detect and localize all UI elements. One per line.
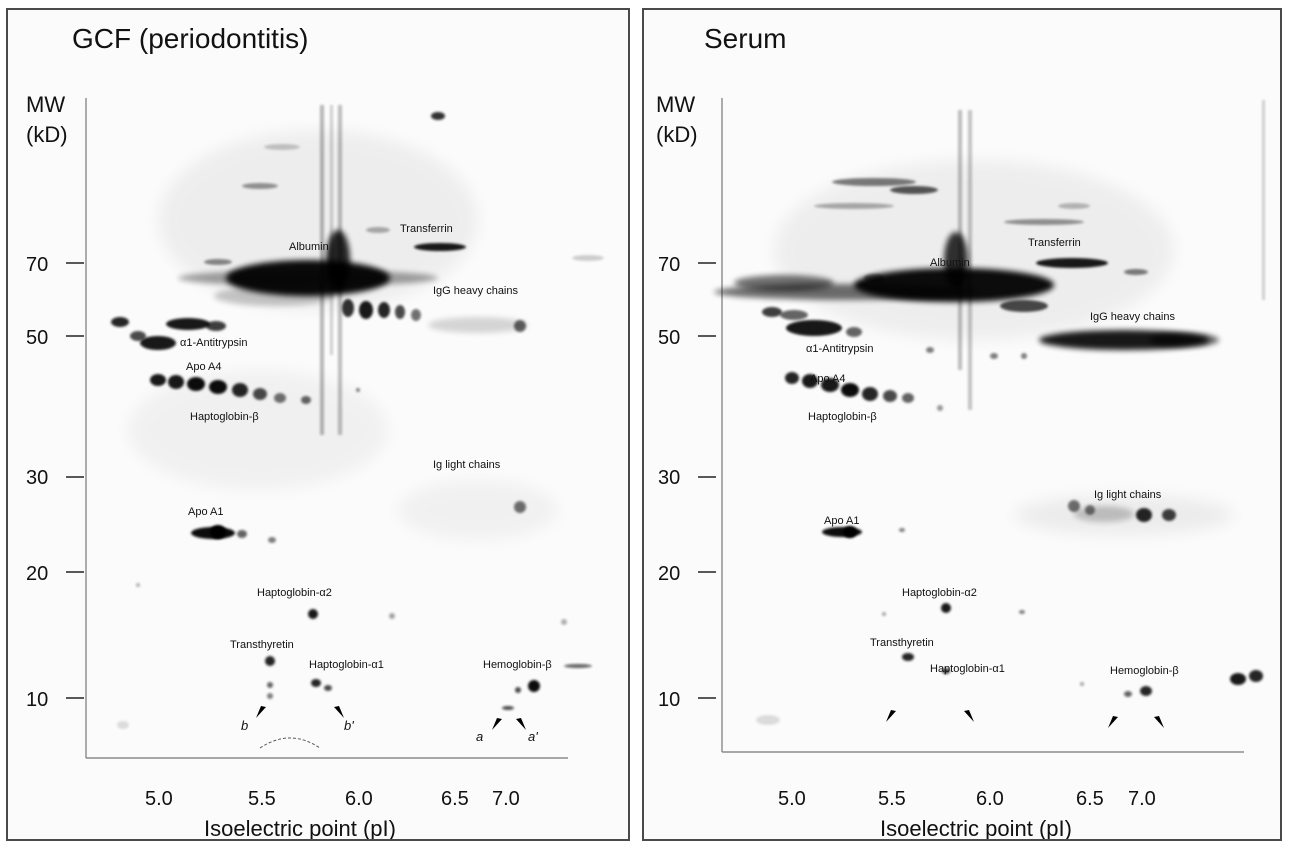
label-transferrin: Transferrin xyxy=(400,223,453,235)
serum-gel-panel: Serum MW (kD) 70 50 30 20 10 5.0 5.5 6.0 xyxy=(642,8,1282,841)
pi-tick-6-0: 6.0 xyxy=(976,788,1004,810)
mw-tick-70: 70 xyxy=(26,254,48,276)
arrow-a-icon xyxy=(1108,716,1118,728)
label-arrow-a-prime: a' xyxy=(528,729,538,744)
pi-tick-7-0: 7.0 xyxy=(492,788,520,810)
mw-ticks: 70 50 30 20 10 xyxy=(658,254,716,711)
arrow-b-prime-icon xyxy=(964,710,974,722)
mw-tick-10: 10 xyxy=(26,689,48,711)
label-hemoglobin-beta: Hemoglobin-β xyxy=(483,659,552,671)
x-axis-title: Isoelectric point (pI) xyxy=(204,816,396,841)
pi-tick-6-5: 6.5 xyxy=(1076,788,1104,810)
arrow-a-prime-icon xyxy=(516,718,526,730)
gel-spots xyxy=(714,100,1265,725)
mw-tick-70: 70 xyxy=(658,254,680,276)
label-a1-antitrypsin: α1-Antitrypsin xyxy=(180,337,248,349)
gcf-gel-svg: GCF (periodontitis) MW (kD) 70 50 30 20 … xyxy=(26,23,604,841)
label-haptoglobin-alpha1: Haptoglobin-α1 xyxy=(309,659,384,671)
pi-ticks: 5.0 5.5 6.0 6.5 7.0 xyxy=(145,788,520,810)
label-igg-heavy-chains: IgG heavy chains xyxy=(433,285,518,297)
arrow-a-prime-icon xyxy=(1154,716,1164,728)
label-apo-a1: Apo A1 xyxy=(188,506,223,518)
label-transferrin: Transferrin xyxy=(1028,237,1081,249)
pi-tick-6-5: 6.5 xyxy=(441,788,469,810)
label-haptoglobin-beta: Haptoglobin-β xyxy=(190,411,259,423)
arrow-markers xyxy=(256,706,526,749)
label-hemoglobin-beta: Hemoglobin-β xyxy=(1110,665,1179,677)
gcf-gel-panel: GCF (periodontitis) MW (kD) 70 50 30 20 … xyxy=(6,8,630,841)
pi-tick-5-0: 5.0 xyxy=(145,788,173,810)
x-axis-title: Isoelectric point (pI) xyxy=(880,816,1072,841)
mw-tick-20: 20 xyxy=(26,563,48,585)
protein-labels: Transferrin Albumin IgG heavy chains α1-… xyxy=(180,223,552,744)
label-albumin: Albumin xyxy=(289,241,329,253)
protein-labels: Transferrin Albumin IgG heavy chains α1-… xyxy=(806,237,1179,677)
arrow-b-icon xyxy=(886,710,896,722)
serum-gel-svg: Serum MW (kD) 70 50 30 20 10 5.0 5.5 6.0 xyxy=(656,23,1265,841)
label-ig-light-chains: Ig light chains xyxy=(1094,489,1162,501)
pi-tick-5-5: 5.5 xyxy=(878,788,906,810)
mw-tick-30: 30 xyxy=(26,467,48,489)
label-igg-heavy-chains: IgG heavy chains xyxy=(1090,311,1175,323)
arrow-b-icon xyxy=(256,706,266,718)
dashed-arc xyxy=(259,737,321,749)
y-axis-title-mw: MW xyxy=(656,92,695,117)
label-haptoglobin-alpha1: Haptoglobin-α1 xyxy=(930,663,1005,675)
label-arrow-b: b xyxy=(241,718,248,733)
label-haptoglobin-beta: Haptoglobin-β xyxy=(808,411,877,423)
mw-tick-30: 30 xyxy=(658,467,680,489)
label-transthyretin: Transthyretin xyxy=(230,639,294,651)
pi-ticks: 5.0 5.5 6.0 6.5 7.0 xyxy=(778,788,1156,810)
pi-tick-5-0: 5.0 xyxy=(778,788,806,810)
mw-tick-10: 10 xyxy=(658,689,680,711)
label-a1-antitrypsin: α1-Antitrypsin xyxy=(806,343,874,355)
label-transthyretin: Transthyretin xyxy=(870,637,934,649)
mw-ticks: 70 50 30 20 10 xyxy=(26,254,84,711)
pi-tick-6-0: 6.0 xyxy=(345,788,373,810)
y-axis-title-mw: MW xyxy=(26,92,65,117)
mw-tick-50: 50 xyxy=(658,327,680,349)
y-axis-title-kd: (kD) xyxy=(26,122,68,147)
y-axis-title-kd: (kD) xyxy=(656,122,698,147)
label-haptoglobin-alpha2: Haptoglobin-α2 xyxy=(902,587,977,599)
gel-spots xyxy=(111,105,604,729)
label-ig-light-chains: Ig light chains xyxy=(433,459,501,471)
label-arrow-a: a xyxy=(476,729,483,744)
label-haptoglobin-alpha2: Haptoglobin-α2 xyxy=(257,587,332,599)
panel-title: GCF (periodontitis) xyxy=(72,23,309,54)
pi-tick-7-0: 7.0 xyxy=(1128,788,1156,810)
label-apo-a4: Apo A4 xyxy=(810,373,845,385)
arrow-b-prime-icon xyxy=(334,706,344,718)
pi-tick-5-5: 5.5 xyxy=(248,788,276,810)
mw-tick-50: 50 xyxy=(26,327,48,349)
arrow-markers xyxy=(886,710,1164,728)
label-albumin: Albumin xyxy=(930,257,970,269)
mw-tick-20: 20 xyxy=(658,563,680,585)
label-apo-a4: Apo A4 xyxy=(186,361,221,373)
label-apo-a1: Apo A1 xyxy=(824,515,859,527)
panel-title: Serum xyxy=(704,23,786,54)
arrow-a-icon xyxy=(492,718,502,730)
label-arrow-b-prime: b' xyxy=(344,718,354,733)
